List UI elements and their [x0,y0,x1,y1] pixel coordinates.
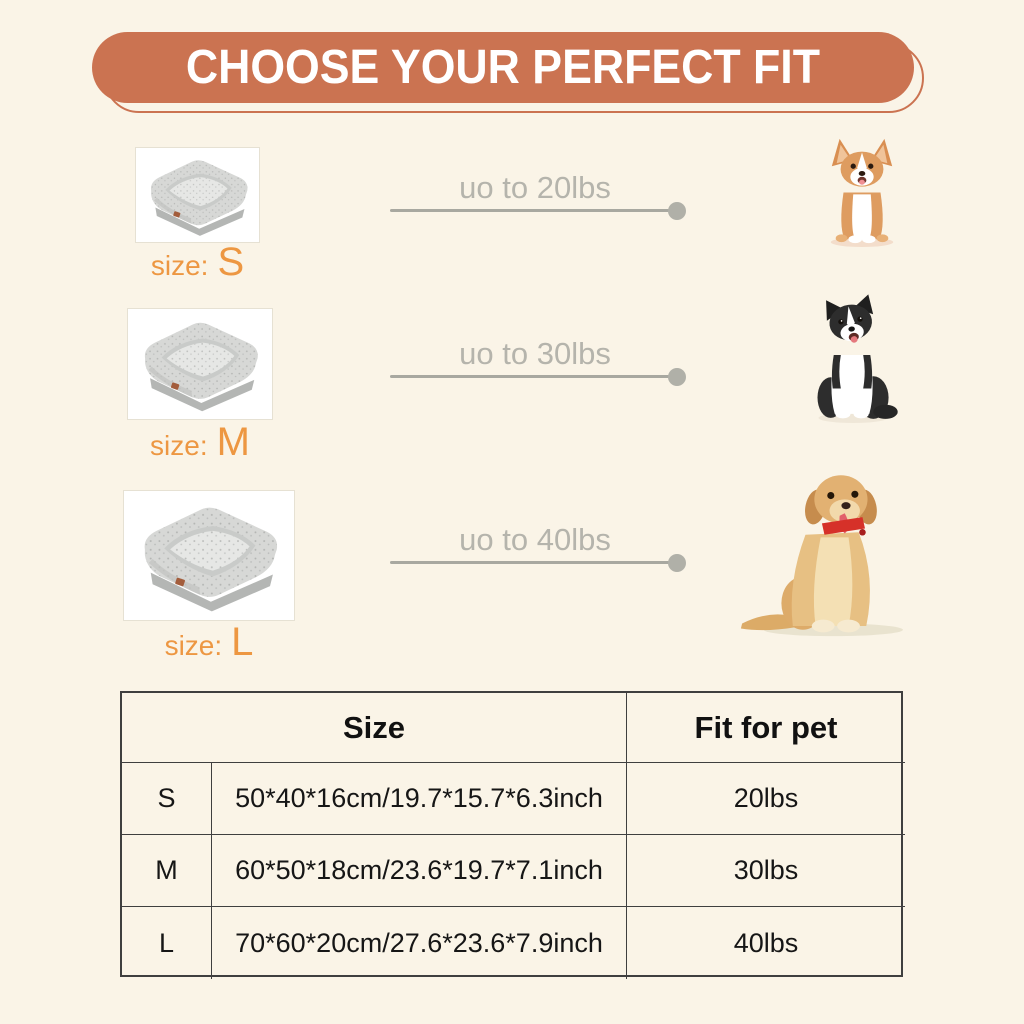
golden-retriever-dog-image [732,460,922,640]
table-cell-fit-l: 40lbs [733,927,799,958]
bed-image-large [123,490,295,621]
pet-bed-illustration [144,507,278,612]
connector-dot [668,368,686,386]
size-label-prefix: size: [150,250,209,281]
connector-line [390,209,676,212]
table-cell-size-l: L [122,907,212,979]
banner: CHOOSE YOUR PERFECT FIT [92,32,914,103]
table-cell-dimensions-l: 70*60*20cm/27.6*23.6*7.9inch [212,907,627,979]
size-letter: S [217,240,245,284]
table-header-size: Size [122,693,627,763]
page-title: CHOOSE YOUR PERFECT FIT [185,41,821,94]
size-label-s: size: S [135,240,260,285]
bed-image-medium [127,308,273,420]
weight-label-s: uo to 20lbs [459,170,611,205]
size-letter: M [216,420,250,464]
pet-bed-illustration [150,160,248,236]
corgi-dog-image [812,136,912,248]
size-chart-table: Size Fit for pet S 50*40*16cm/19.7*15.7*… [120,691,905,979]
size-letter: L [231,620,254,664]
table-cell-size-m: M [122,835,212,907]
connector-dot [668,554,686,572]
connector-dot [668,202,686,220]
table-header-fit-for-pet: Fit for pet [627,693,905,763]
size-label-m: size: M [127,420,273,465]
weight-label-l: uo to 40lbs [459,522,611,557]
table-cell-dimensions-s: 50*40*16cm/19.7*15.7*6.3inch [212,763,627,835]
table-cell-fit-s: 20lbs [627,763,905,835]
size-label-prefix: size: [164,630,223,661]
size-label-l: size: L [123,620,295,665]
table-cell-size-s: S [122,763,212,835]
table-cell-dimensions-m: 60*50*18cm/23.6*19.7*7.1inch [212,835,627,907]
pet-bed-illustration [145,323,259,412]
table-cell-fit-m: 30lbs [627,835,905,907]
border-collie-dog-image [796,292,906,424]
size-label-prefix: size: [150,430,208,461]
connector-line [390,375,676,378]
connector-line [390,561,676,564]
bed-image-small [135,147,260,243]
weight-label-m: uo to 30lbs [459,336,611,371]
